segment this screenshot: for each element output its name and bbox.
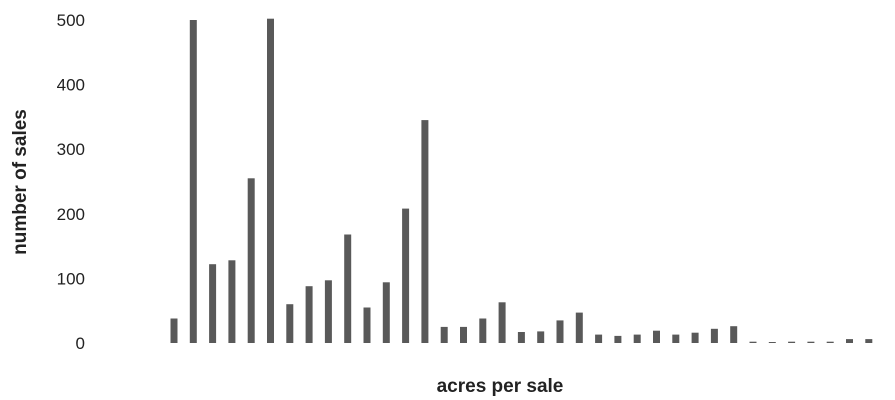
y-tick-label: 100 [57, 269, 85, 288]
bar [614, 335, 622, 343]
bar [691, 332, 699, 343]
bar [595, 334, 603, 343]
bar [498, 302, 506, 343]
bar [672, 334, 680, 343]
bar [556, 320, 564, 343]
x-axis-label: acres per sale [437, 376, 564, 397]
bars [170, 18, 873, 343]
bar [228, 260, 236, 343]
bar [460, 326, 467, 343]
bar [305, 286, 313, 343]
bar [749, 341, 757, 343]
bar [421, 120, 429, 343]
bar [768, 342, 776, 343]
bar [247, 178, 255, 343]
y-tick-label: 200 [57, 205, 85, 224]
bar [710, 328, 718, 343]
bar [807, 341, 815, 343]
bar [440, 326, 448, 343]
bar [170, 318, 178, 343]
y-axis-ticks: 0 100 200 300 400 500 [57, 11, 85, 353]
bar [517, 332, 525, 343]
bar [826, 341, 834, 343]
y-axis-label: number of sales [10, 109, 31, 255]
y-tick-label: 400 [57, 76, 85, 95]
bar [479, 318, 487, 343]
bar [846, 339, 853, 343]
bar [324, 280, 332, 343]
bar [575, 312, 583, 343]
bar [537, 331, 545, 343]
y-tick-label: 300 [57, 140, 85, 159]
bar [209, 264, 217, 343]
bar [344, 234, 352, 343]
bar [865, 339, 873, 343]
y-tick-label: 0 [76, 334, 85, 353]
bar [730, 326, 738, 343]
bar [189, 20, 197, 343]
bar [653, 330, 660, 343]
bar [402, 208, 410, 343]
bar [382, 282, 390, 343]
bar [788, 341, 796, 343]
y-tick-label: 500 [57, 11, 85, 30]
bar [633, 334, 641, 343]
bar [286, 304, 294, 343]
bar [363, 307, 371, 343]
bar [267, 18, 274, 343]
